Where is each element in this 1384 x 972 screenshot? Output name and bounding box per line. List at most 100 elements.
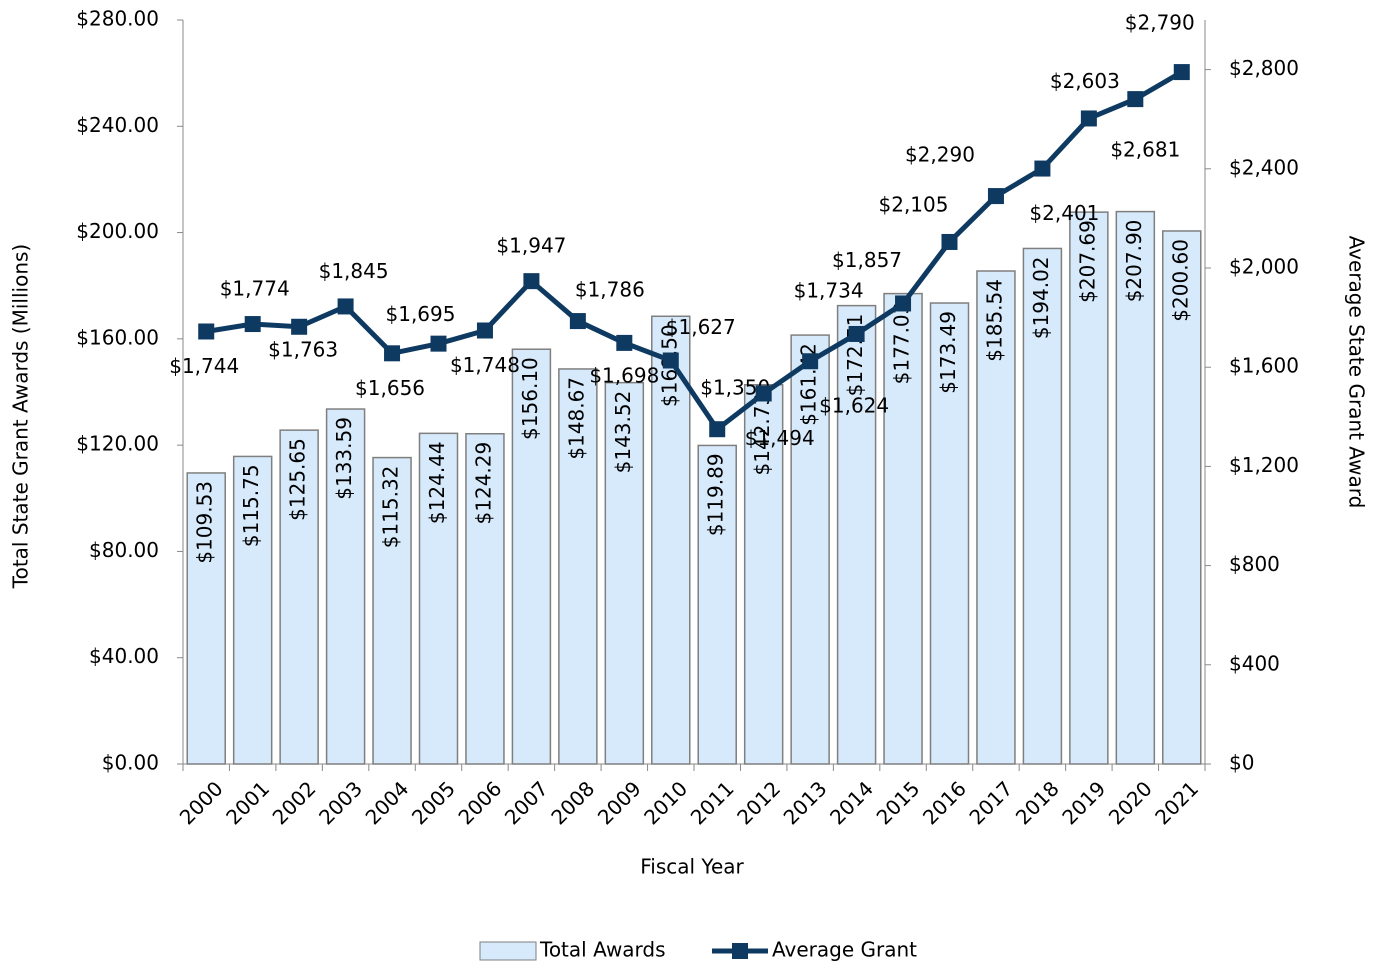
x-tick-label: 2006: [453, 776, 506, 829]
bar: [418, 432, 459, 765]
line-marker: [569, 313, 586, 330]
bar-label: $142.73: [750, 393, 774, 476]
line-marker: [755, 385, 772, 402]
line-marker: [198, 323, 215, 340]
x-tick-label: 2012: [732, 776, 785, 829]
bar-label: $115.75: [239, 464, 263, 547]
line-marker: [523, 273, 540, 290]
bar: [372, 456, 412, 765]
bar: [279, 429, 319, 765]
line-marker: [291, 318, 308, 335]
line-marker: [662, 352, 679, 369]
bar: [1162, 230, 1202, 765]
bar: [651, 315, 691, 765]
line-label: $1,494: [745, 426, 815, 450]
y2-tick-label: $0: [1229, 751, 1254, 775]
bar: [511, 348, 552, 765]
x-tick-label: 2004: [361, 776, 414, 829]
bar-label: $124.29: [471, 442, 495, 525]
x-tick-label: 2007: [500, 776, 553, 829]
line-marker: [430, 335, 447, 352]
y-tick-label: $160.00: [76, 325, 159, 349]
x-tick-label: 2016: [918, 776, 971, 829]
y2-tick-label: $2,400: [1229, 155, 1299, 179]
legend-marker: [732, 943, 748, 959]
bar: [186, 472, 226, 765]
bar-label: $207.69: [1075, 220, 1099, 303]
y-tick-label: $120.00: [76, 432, 159, 456]
line-label: $2,401: [1029, 201, 1099, 225]
x-tick-label: 2015: [872, 776, 925, 829]
bar: [1069, 211, 1109, 765]
y-tick-label: $200.00: [76, 219, 159, 243]
bar: [929, 302, 970, 765]
line-label: $1,695: [386, 302, 456, 326]
x-tick-label: 2020: [1104, 776, 1157, 829]
bar-label: $200.60: [1168, 239, 1192, 322]
bar: [232, 455, 273, 765]
bar-label: $177.03: [890, 302, 914, 385]
bar-label: $124.44: [425, 441, 449, 524]
line-label: $1,947: [496, 234, 566, 258]
x-tick-label: 2001: [221, 776, 274, 829]
bar: [743, 383, 784, 765]
line: [205, 69, 1184, 433]
line-label: $1,786: [575, 278, 645, 302]
line-label: $1,763: [268, 337, 338, 361]
legend-label: Average Grant: [772, 938, 917, 962]
line-label: $1,734: [794, 278, 864, 302]
legend-label: Total Awards: [539, 938, 666, 962]
line-label: $1,624: [819, 394, 889, 418]
y2-tick-label: $1,600: [1229, 354, 1299, 378]
x-tick-label: 2018: [1011, 776, 1064, 829]
bar: [325, 408, 366, 765]
x-axis-title: Fiscal Year: [640, 855, 744, 879]
line-marker: [384, 345, 401, 362]
bar-label: $173.49: [936, 311, 960, 394]
line-marker: [941, 233, 958, 250]
bar-label: $109.53: [193, 481, 217, 564]
line-marker: [848, 325, 865, 342]
line-label: $2,105: [879, 192, 949, 216]
line-label: $1,857: [832, 248, 902, 272]
x-tick-label: 2003: [314, 776, 367, 829]
bar: [1022, 247, 1063, 765]
line-label: $1,748: [450, 353, 520, 377]
x-tick-label: 2009: [593, 776, 646, 829]
x-tick-label: 2000: [175, 776, 228, 829]
bar: [836, 304, 877, 765]
line-marker: [895, 295, 912, 312]
bar: [465, 432, 505, 765]
bar-label: $143.52: [611, 391, 635, 474]
line-label: $1,774: [220, 277, 290, 301]
line-label: $2,290: [905, 143, 975, 167]
line-marker: [1173, 64, 1190, 81]
line-marker: [1080, 110, 1097, 127]
bar-label: $119.89: [704, 453, 728, 536]
y-tick-label: $80.00: [89, 538, 159, 562]
bar-label: $207.90: [1122, 220, 1146, 303]
line-marker: [337, 298, 354, 315]
line-label: $1,627: [666, 315, 736, 339]
x-tick-label: 2014: [825, 776, 878, 829]
y2-tick-label: $800: [1229, 552, 1280, 576]
line-marker: [709, 421, 726, 438]
x-tick-label: 2011: [686, 776, 739, 829]
bar-label: $156.10: [518, 357, 542, 440]
bar: [604, 381, 645, 765]
line-label: $2,681: [1110, 138, 1180, 162]
line-marker: [802, 353, 819, 370]
x-tick-label: 2017: [964, 776, 1017, 829]
y-tick-label: $280.00: [76, 7, 159, 31]
x-tick-label: 2010: [639, 776, 692, 829]
x-tick-label: 2008: [546, 776, 599, 829]
x-tick-label: 2013: [779, 776, 832, 829]
y2-tick-label: $1,200: [1229, 453, 1299, 477]
x-tick-label: 2021: [1150, 776, 1203, 829]
legend-swatch: [479, 941, 537, 961]
bar: [883, 292, 923, 765]
x-tick-label: 2005: [407, 776, 460, 829]
x-tick-label: 2002: [268, 776, 321, 829]
bar-label: $185.54: [982, 279, 1006, 362]
